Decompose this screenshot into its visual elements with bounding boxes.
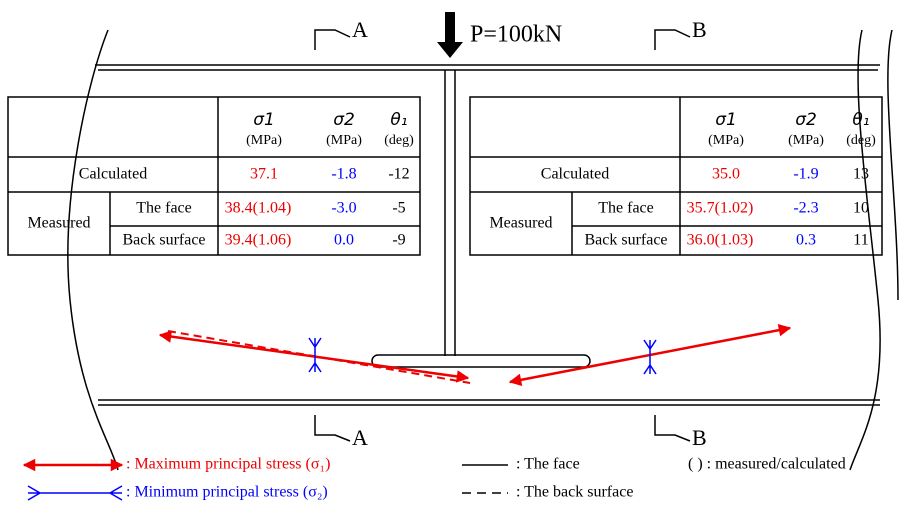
cell-value: 0.3	[796, 232, 816, 249]
section-label: B	[692, 17, 707, 42]
cell-value: 11	[853, 232, 868, 249]
cell-value: -1.8	[331, 166, 356, 183]
column-header: σ2	[795, 110, 817, 130]
row-label: Calculated	[79, 166, 147, 183]
column-header: θ₁	[852, 110, 869, 130]
stress-arrows	[158, 323, 792, 387]
cell-value: 35.7(1.02)	[687, 200, 754, 217]
column-header: σ1	[253, 110, 275, 130]
row-label: The face	[136, 200, 192, 217]
cell-value: 38.4(1.04)	[225, 200, 292, 217]
row-label: The face	[598, 200, 654, 217]
cell-value: 35.0	[712, 166, 740, 183]
cell-value: 37.1	[250, 166, 278, 183]
legend-label: : Minimum principal stress (σ₂)	[126, 484, 328, 501]
cell-value: -1.9	[793, 166, 818, 183]
section-marks: A B A B	[314, 17, 707, 450]
column-unit: (deg)	[384, 133, 414, 148]
legend-label: : Maximum principal stress (σ₁)	[126, 456, 330, 473]
column-unit: (MPa)	[788, 133, 824, 148]
cell-value: -5	[392, 200, 405, 217]
row-group-label: Measured	[27, 215, 90, 232]
column-header: σ2	[333, 110, 355, 130]
column-header: θ₁	[390, 110, 407, 130]
column-unit: (deg)	[846, 133, 876, 148]
load-label: P=100kN	[470, 22, 562, 48]
column-unit: (MPa)	[326, 133, 362, 148]
cell-value: -2.3	[793, 200, 818, 217]
section-label: A	[352, 17, 368, 42]
table-grid	[7, 96, 421, 256]
legend-label: ( ) : measured/calculated	[688, 456, 846, 473]
section-label: A	[352, 425, 368, 450]
cell-value: -3.0	[331, 200, 356, 217]
row-label: Back surface	[122, 232, 205, 249]
legend-label: : The face	[516, 456, 580, 473]
row-label: Back surface	[584, 232, 667, 249]
column-unit: (MPa)	[708, 133, 744, 148]
beam	[67, 29, 899, 471]
legend: : Maximum principal stress (σ₁) : Minimu…	[22, 456, 846, 501]
column-unit: (MPa)	[246, 133, 282, 148]
column-header: σ1	[715, 110, 737, 130]
cell-value: 13	[853, 166, 869, 183]
cell-value: -12	[388, 166, 409, 183]
cell-value: -9	[392, 232, 405, 249]
row-group-label: Measured	[489, 215, 552, 232]
cell-value: 0.0	[334, 232, 354, 249]
row-label: Calculated	[541, 166, 609, 183]
tables: σ1 (MPa) σ2 (MPa) θ₁ (deg) Calculated 37.1 -1.8 -…	[7, 96, 883, 256]
legend-label: : The back surface	[516, 484, 633, 501]
table-grid	[469, 96, 883, 256]
cell-value: 36.0(1.03)	[687, 232, 754, 249]
load: P=100kN	[437, 12, 562, 58]
cell-value: 10	[853, 200, 869, 217]
section-label: B	[692, 425, 707, 450]
cell-value: 39.4(1.06)	[225, 232, 292, 249]
